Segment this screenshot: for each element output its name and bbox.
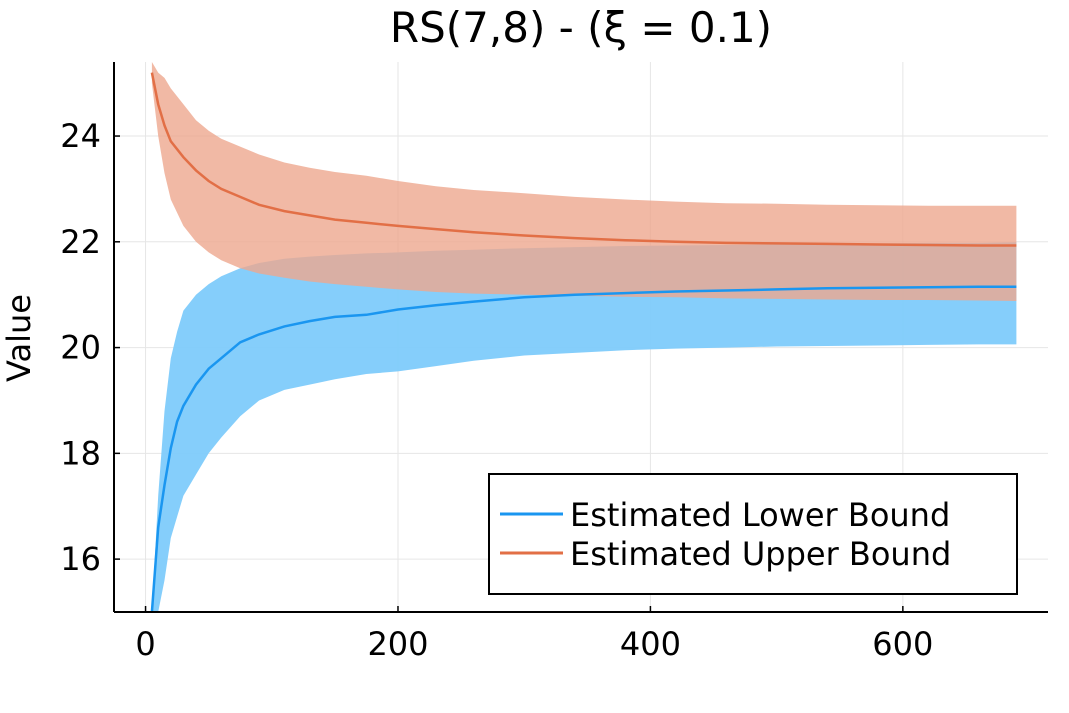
y-axis-label: Value bbox=[0, 294, 38, 382]
axes bbox=[113, 62, 1048, 613]
series-line-lower-bound bbox=[150, 285, 1017, 612]
band-upper-bound bbox=[151, 62, 1017, 301]
series-lines bbox=[150, 72, 1017, 612]
series-line-upper-bound bbox=[150, 72, 1017, 247]
y-tick-label: 16 bbox=[60, 540, 101, 578]
legend-label-upper: Estimated Upper Bound bbox=[570, 535, 951, 573]
legend: Estimated Lower Bound Estimated Upper Bo… bbox=[488, 473, 1018, 595]
tick-labels: 0 200 400 600 16 18 20 22 24 bbox=[60, 117, 933, 663]
x-tick-label: 200 bbox=[367, 625, 428, 663]
legend-label-lower: Estimated Lower Bound bbox=[570, 496, 950, 534]
x-tick-label: 400 bbox=[620, 625, 681, 663]
y-tick-label: 18 bbox=[60, 434, 101, 472]
confidence-bands bbox=[151, 62, 1017, 612]
legend-box bbox=[488, 473, 1018, 595]
chart-title: RS(7,8) - (ξ = 0.1) bbox=[390, 3, 772, 52]
x-tick-label: 0 bbox=[135, 625, 155, 663]
band-lower-bound bbox=[151, 242, 1017, 612]
x-tick-label: 600 bbox=[872, 625, 933, 663]
y-tick-label: 20 bbox=[60, 329, 101, 367]
y-tick-label: 22 bbox=[60, 223, 101, 261]
y-tick-label: 24 bbox=[60, 117, 101, 155]
